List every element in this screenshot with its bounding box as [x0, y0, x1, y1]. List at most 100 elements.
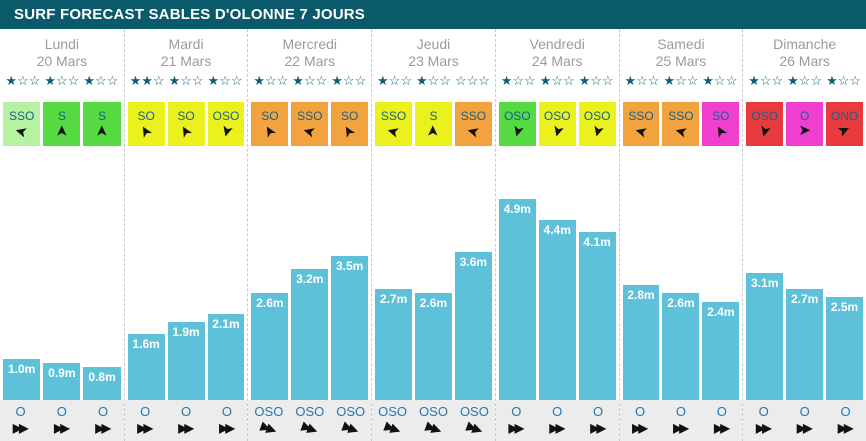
- swell-cell: O ▶▶: [743, 404, 784, 441]
- wave-bar: 4.4m: [538, 220, 576, 400]
- wind-direction-label: SSO: [628, 109, 654, 123]
- star-rating: ★☆☆: [207, 73, 243, 88]
- swell-cell: O ▶▶: [166, 404, 207, 441]
- swell-row: OSO ▶▶ OSO ▶▶ OSO ▶▶: [372, 400, 495, 441]
- day-date: 20 Mars: [36, 53, 88, 69]
- day-column-mercredi: Mercredi 22 Mars ★☆☆ ★☆☆ ★☆☆ SO ➤ SSO ➤ SO ➤ 2.6m 3.…: [247, 29, 372, 441]
- day-name: Mardi: [168, 36, 204, 52]
- swell-direction-label: O: [15, 404, 26, 419]
- wave-bar: 3.2m: [291, 269, 329, 400]
- swell-direction-arrow: ▶▶: [95, 421, 111, 435]
- wind-direction-arrow: ➤: [464, 121, 482, 142]
- wave-bar: 1.0m: [3, 359, 41, 400]
- swell-direction-label: O: [56, 404, 67, 419]
- wave-bar: 0.8m: [83, 367, 121, 400]
- wind-direction-label: S: [429, 109, 438, 123]
- swell-direction-label: O: [593, 404, 604, 419]
- wind-direction-label: S: [98, 109, 107, 123]
- wind-direction-label: OSO: [212, 109, 240, 123]
- star-rating: ★☆☆: [578, 73, 614, 88]
- star-rating: ★☆☆: [331, 73, 367, 88]
- wave-height-label: 2.5m: [830, 300, 859, 314]
- wave-height-label: 2.6m: [256, 296, 284, 310]
- day-column-vendredi: Vendredi 24 Mars ★☆☆ ★☆☆ ★☆☆ OSO ➤ OSO ➤ OSO ➤ 4.9m…: [494, 29, 619, 441]
- wind-row: SO ➤ SSO ➤ SO ➤: [248, 96, 371, 148]
- wind-direction-label: SSO: [460, 109, 487, 123]
- wind-row: SSO ➤ SSO ➤ SO ➤: [620, 96, 743, 148]
- wind-direction-arrow: ➤: [135, 121, 157, 141]
- swell-direction-arrow: ▶▶: [590, 421, 606, 435]
- wave-bar: 4.9m: [498, 199, 536, 400]
- star-rating: ★☆☆: [253, 73, 289, 88]
- wave-bar: 3.1m: [746, 273, 784, 400]
- swell-direction-arrow: ▶▶: [837, 421, 854, 435]
- wind-cell: S ➤: [415, 102, 452, 146]
- wave-height-label: 4.1m: [583, 235, 611, 249]
- wind-direction-arrow: ➤: [755, 122, 776, 140]
- swell-cell: OSO ▶▶: [330, 404, 371, 441]
- swell-direction-arrow: ▶▶: [219, 421, 235, 435]
- swell-direction-arrow: ▶▶: [632, 421, 648, 435]
- wave-bar: 0.9m: [43, 363, 81, 400]
- wind-direction-label: SO: [177, 109, 195, 123]
- wave-height-label: 2.7m: [790, 292, 819, 306]
- swell-direction-arrow: ▶▶: [259, 418, 276, 437]
- wind-direction-arrow: ➤: [547, 122, 568, 140]
- wave-height-label: 3.5m: [336, 259, 364, 273]
- swell-direction-arrow: ▶▶: [137, 421, 153, 435]
- wind-direction-label: OSO: [503, 109, 531, 123]
- star-rating-row: ★☆☆ ★☆☆ ★☆☆: [496, 69, 619, 96]
- day-name: Dimanche: [773, 36, 837, 52]
- swell-direction-label: O: [716, 404, 727, 419]
- swell-direction-label: OSO: [336, 404, 366, 419]
- wave-bar: 2.6m: [251, 293, 289, 400]
- day-name: Samedi: [657, 36, 705, 52]
- wind-cell: O ➤: [786, 102, 824, 146]
- day-header: Dimanche 26 Mars: [743, 29, 866, 69]
- swell-direction-label: OSO: [459, 404, 489, 419]
- swell-direction-label: O: [799, 404, 810, 419]
- wind-direction-arrow: ➤: [258, 121, 280, 141]
- wind-cell: SO ➤: [167, 102, 205, 146]
- day-header: Samedi 25 Mars: [620, 29, 743, 69]
- day-header: Mercredi 22 Mars: [248, 29, 371, 69]
- star-rating: ★☆☆: [539, 73, 575, 88]
- day-date: 22 Mars: [284, 53, 336, 69]
- swell-row: O ▶▶ O ▶▶ O ▶▶: [495, 400, 619, 441]
- swell-cell: OSO ▶▶: [454, 404, 495, 441]
- swell-direction-arrow: ▶▶: [54, 421, 70, 435]
- wind-direction-arrow: ➤: [52, 124, 70, 138]
- wave-height-label: 3.1m: [751, 276, 779, 290]
- swell-cell: O ▶▶: [537, 404, 578, 441]
- swell-cell: O ▶▶: [82, 404, 123, 441]
- wind-direction-arrow: ➤: [385, 121, 402, 142]
- wave-height-label: 2.6m: [667, 296, 695, 310]
- wave-bar: 1.6m: [127, 334, 165, 400]
- swell-direction-label: O: [634, 404, 646, 419]
- star-rating: ★☆☆: [624, 73, 660, 88]
- swell-direction-arrow: ▶▶: [714, 421, 730, 435]
- day-column-dimanche: Dimanche 26 Mars ★☆☆ ★☆☆ ★☆☆ OSO ➤ O ➤ ONO ➤ 3.1m 2.…: [742, 29, 866, 441]
- star-rating: ★☆☆: [292, 73, 328, 88]
- wave-height-chart: 2.7m 2.6m 3.6m: [372, 148, 495, 400]
- wind-direction-arrow: ➤: [175, 121, 197, 141]
- day-date: 23 Mars: [408, 53, 459, 69]
- swell-direction-arrow: ▶▶: [756, 421, 772, 435]
- day-column-mardi: Mardi 21 Mars ★★☆ ★☆☆ ★☆☆ SO ➤ SO ➤ OSO ➤ 1.6m 1.9m 2…: [123, 29, 248, 441]
- wave-height-label: 4.9m: [503, 202, 531, 216]
- day-date: 24 Mars: [531, 53, 583, 69]
- star-rating-row: ★★☆ ★☆☆ ★☆☆: [125, 69, 248, 96]
- day-name: Lundi: [44, 36, 79, 52]
- swell-direction-label: O: [98, 404, 109, 419]
- star-rating-row: ★☆☆ ★☆☆ ★☆☆: [0, 69, 124, 96]
- wind-cell: OSO ➤: [746, 102, 784, 146]
- day-date: 21 Mars: [160, 53, 212, 69]
- wind-cell: OSO ➤: [538, 102, 576, 146]
- wind-cell: SO ➤: [331, 102, 369, 146]
- swell-cell: O ▶▶: [207, 404, 248, 441]
- wind-direction-label: SSO: [668, 109, 694, 123]
- swell-cell: OSO ▶▶: [248, 404, 289, 441]
- swell-cell: O ▶▶: [701, 404, 742, 441]
- wave-height-chart: 2.6m 3.2m 3.5m: [248, 148, 371, 400]
- star-rating: ★☆☆: [416, 73, 451, 88]
